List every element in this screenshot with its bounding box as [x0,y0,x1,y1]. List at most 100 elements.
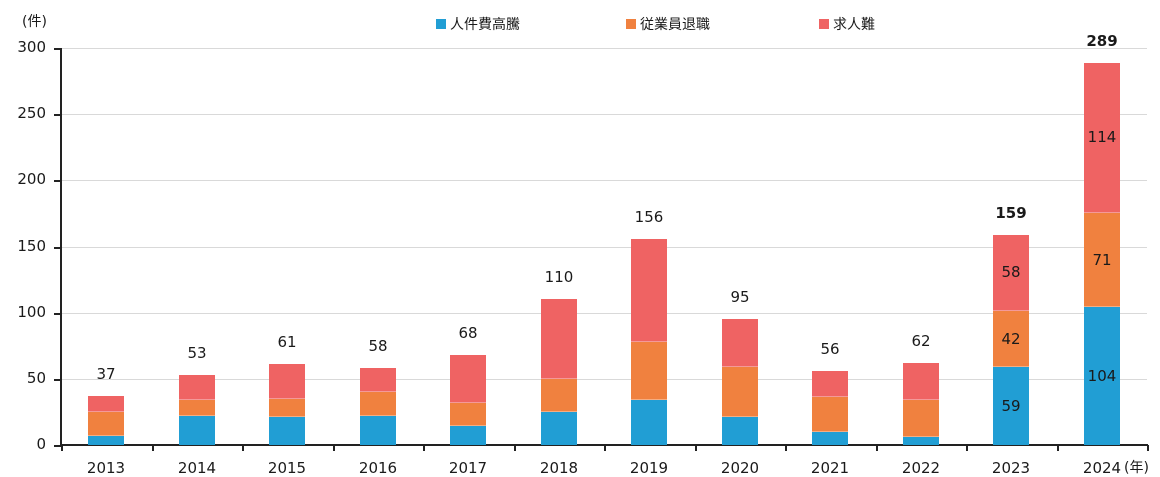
bar-total-label: 289 [1086,32,1118,50]
x-tick-mark [423,445,425,451]
x-tick-mark [1147,445,1149,451]
bar-total-label: 156 [634,208,664,226]
bar-segment-3 [812,370,848,398]
bar-segment-2 [541,378,577,412]
bar-segment-2 [179,400,215,416]
y-tick-label: 50 [26,369,46,387]
bar-segment-3 [903,362,939,400]
gridline [61,180,1147,181]
x-tick-mark [242,445,244,451]
bar-total-label: 68 [458,324,478,342]
bar-segment-2 [269,398,305,418]
bar-segment-1 [631,400,667,445]
bar-total-label: 58 [368,337,388,355]
bar-total-label: 61 [277,333,297,351]
y-axis-line [60,48,62,445]
segment-value-label: 59 [1001,396,1021,415]
bar-segment-1 [722,417,758,445]
x-axis-unit-label: (年) [1124,460,1149,476]
segment-value-label: 71 [1092,250,1112,269]
bar-segment-3 [541,299,577,379]
gridline [61,114,1147,115]
y-tick-label: 0 [36,435,46,453]
x-tick-label: 2013 [86,459,126,477]
legend-item-3: 求人難 [819,14,875,34]
bar-segment-2 [450,402,486,427]
x-tick-label: 2021 [810,459,850,477]
segment-value-label: 114 [1087,128,1117,147]
bar-segment-1 [903,437,939,445]
x-axis-line [60,444,1148,446]
bar-segment-2 [722,366,758,418]
gridline [61,313,1147,314]
legend-label: 従業員退職 [640,17,710,33]
x-tick-mark [514,445,516,451]
bar-segment-3 [722,319,758,367]
bar-total-label: 95 [730,288,750,306]
y-tick-label: 250 [17,104,46,122]
segment-value-label: 104 [1087,367,1117,386]
bar-segment-3: 58 [993,234,1029,312]
bar-total-label: 62 [911,332,931,350]
y-tick-label: 300 [17,38,46,56]
bar-segment-3 [631,238,667,342]
bar-segment-1 [812,431,848,445]
gridline [61,48,1147,49]
bar-segment-2 [903,400,939,438]
x-tick-label: 2014 [177,459,217,477]
bar-segment-3: 114 [1084,62,1120,214]
bar-segment-1 [360,415,396,445]
legend: 人件費高騰 従業員退職 求人難 [0,14,1160,38]
bar-segment-1 [450,426,486,445]
x-tick-mark [695,445,697,451]
x-tick-label: 2022 [901,459,941,477]
x-tick-label: 2018 [539,459,579,477]
bar-total-label: 56 [820,340,840,358]
bar-segment-2 [631,341,667,400]
bar-segment-2: 42 [993,311,1029,367]
x-tick-mark [1057,445,1059,451]
x-tick-mark [785,445,787,451]
bar-segment-2 [360,392,396,416]
x-tick-mark [966,445,968,451]
bar-segment-1: 59 [993,366,1029,445]
gridline [61,247,1147,248]
bar-segment-2 [88,411,124,436]
y-tick-mark [54,247,61,249]
segment-value-label: 42 [1001,329,1021,348]
bar-segment-2 [812,397,848,432]
y-tick-mark [54,48,61,50]
bar-total-label: 37 [96,365,116,383]
bar-segment-3 [450,355,486,403]
y-axis-unit-label: (件) [22,14,47,30]
bar-segment-3 [179,374,215,400]
legend-swatch-icon [819,19,829,29]
legend-label: 求人難 [833,17,875,33]
bar-segment-3 [360,368,396,393]
x-tick-mark [61,445,63,451]
x-tick-label: 2020 [720,459,760,477]
x-tick-label: 2019 [629,459,669,477]
legend-item-1: 人件費高騰 [436,14,520,34]
bar-segment-1 [269,417,305,445]
x-tick-label: 2016 [358,459,398,477]
x-tick-mark [152,445,154,451]
y-tick-mark [54,445,61,447]
legend-item-2: 従業員退職 [626,14,710,34]
x-tick-mark [604,445,606,451]
y-tick-mark [54,379,61,381]
bar-segment-1 [179,415,215,445]
x-tick-mark [876,445,878,451]
x-tick-label: 2024 [1082,459,1122,477]
y-tick-mark [54,313,61,315]
bar-segment-2: 71 [1084,213,1120,308]
x-tick-label: 2017 [448,459,488,477]
bar-segment-1 [541,411,577,445]
y-tick-label: 100 [17,303,46,321]
x-tick-label: 2023 [991,459,1031,477]
gridline [61,379,1147,380]
y-tick-mark [54,114,61,116]
bar-segment-1 [88,435,124,445]
